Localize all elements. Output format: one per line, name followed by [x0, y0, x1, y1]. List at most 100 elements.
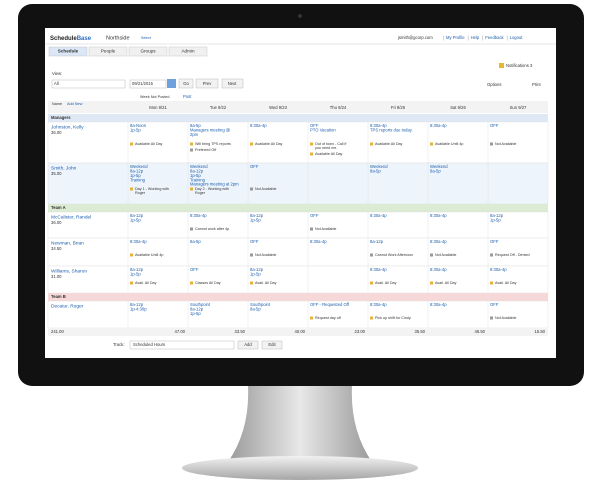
shift[interactable]: 8a-5p [190, 123, 201, 128]
shift[interactable]: TPS reports due today. [370, 128, 413, 133]
availability-note: Day 1 - Working with Roger [135, 187, 169, 195]
shift[interactable]: 8:30a-4p [430, 123, 447, 128]
shift[interactable]: 8:30a-4p [430, 267, 447, 272]
shift[interactable]: 8:30a-4p [370, 123, 387, 128]
shift[interactable]: 2pm [190, 132, 199, 137]
shift[interactable]: 8a-12p [250, 213, 264, 218]
availability-note: Available All Day [135, 142, 163, 146]
prev-button[interactable] [195, 78, 219, 89]
shift[interactable]: 8a-5p [190, 239, 201, 244]
shift[interactable]: 8a-5p [370, 169, 381, 174]
shift[interactable]: 8a-12p [250, 267, 264, 272]
tab[interactable] [168, 46, 208, 57]
track-select[interactable] [129, 340, 235, 350]
shift[interactable]: 8:30a-4p [430, 213, 447, 218]
tab[interactable] [88, 46, 128, 57]
shift[interactable]: Southpoint [190, 302, 211, 307]
shift[interactable]: 1p-5p [130, 272, 141, 277]
shift[interactable]: Weekend [370, 164, 388, 169]
shift[interactable]: 8:30a-4p [310, 239, 327, 244]
shift[interactable]: Weekend [190, 164, 208, 169]
shift[interactable]: 8:30a-4p [430, 302, 447, 307]
employee-name[interactable]: McCalister, Randel [51, 214, 91, 220]
shift[interactable]: 8:30a-4p [370, 267, 387, 272]
header-link[interactable]: Help [471, 35, 480, 40]
print[interactable]: Print [532, 82, 541, 87]
shift[interactable]: Managers meeting at 2pm [190, 182, 239, 187]
tab[interactable] [128, 46, 168, 57]
date-input[interactable] [129, 79, 167, 89]
shift[interactable]: 1p-4:30p [130, 307, 147, 312]
shift[interactable]: 1p-5p [190, 173, 201, 178]
shift[interactable]: 1p-5p [490, 218, 501, 223]
availability-note: Avail. All Day [435, 281, 457, 285]
shift[interactable]: 8a-12p [130, 169, 144, 174]
header-link[interactable]: Logout [510, 35, 524, 40]
post-link[interactable]: Post [183, 94, 192, 99]
shift[interactable]: Managers meeting @ [190, 128, 230, 133]
shift[interactable]: OFF [490, 302, 499, 307]
shift[interactable]: 8:30a-4p [490, 267, 507, 272]
employee-name[interactable]: Newman, Brian [51, 240, 84, 246]
availability-note: Not Available [255, 187, 276, 191]
shift[interactable]: 8a-5p [250, 307, 261, 312]
shift[interactable]: 1p-5p [190, 311, 201, 316]
select-link[interactable]: Select [141, 36, 151, 40]
shift[interactable]: 8:30a-4p [370, 213, 387, 218]
header-link[interactable]: Feedback [485, 35, 504, 40]
availability-note: Avail. All Day [255, 281, 277, 285]
shift[interactable]: 1p-5p [130, 128, 141, 133]
shift[interactable]: 8a-12p [370, 239, 384, 244]
shift[interactable]: 1p-5p [250, 218, 261, 223]
employee-name[interactable]: Johnston, Kelly [51, 124, 84, 130]
shift[interactable]: 1p-5p [130, 173, 141, 178]
shift[interactable]: 1p-5p [130, 218, 141, 223]
employee-hours: 36.00 [51, 220, 62, 225]
next-button[interactable] [221, 78, 244, 89]
shift[interactable]: Training [190, 177, 206, 182]
shift[interactable]: 8a-12p [130, 213, 144, 218]
shift[interactable]: 8a-12p [130, 267, 144, 272]
shift[interactable]: Weekend [430, 164, 448, 169]
shift[interactable]: 8a-Noon [130, 123, 147, 128]
stand-neck [228, 386, 372, 462]
shift[interactable]: 8a-12p [130, 302, 144, 307]
shift[interactable]: OFF [250, 239, 259, 244]
shift[interactable]: OFF [250, 164, 259, 169]
add-new[interactable]: Add New [67, 102, 83, 106]
shift[interactable]: OFF [310, 213, 319, 218]
edit-button[interactable] [261, 340, 283, 350]
header-link[interactable]: My Profile [446, 35, 465, 40]
shift[interactable]: OFF [490, 239, 499, 244]
availability-note: Not Available [255, 253, 276, 257]
shift[interactable]: 8:30a-4p [130, 239, 147, 244]
employee-name[interactable]: Smith, John [51, 165, 77, 171]
shift[interactable]: OFF [310, 123, 319, 128]
shift[interactable]: OFF - Requested Off [310, 302, 350, 307]
shift[interactable]: Southpoint [250, 302, 271, 307]
add-button[interactable] [237, 340, 259, 350]
shift[interactable]: 8:30a-4p [250, 123, 267, 128]
go-button[interactable] [178, 78, 194, 89]
options[interactable]: Options [487, 82, 501, 87]
shift[interactable]: PTO Vacation [310, 128, 336, 133]
shift[interactable]: 8a-5p [430, 169, 441, 174]
shift[interactable]: 8a-12p [190, 169, 204, 174]
shift[interactable]: 8a-12p [490, 213, 504, 218]
shift[interactable]: Training [130, 177, 146, 182]
employee-name[interactable]: Decatur, Roger [51, 303, 84, 309]
shift[interactable]: 8:30a-4p [370, 302, 387, 307]
notifications[interactable]: Notifications 3 [506, 63, 533, 68]
employee-name[interactable]: Williams, Sharon [51, 268, 87, 274]
tab[interactable] [48, 46, 88, 57]
notification-icon [499, 63, 504, 68]
view-select[interactable] [51, 79, 126, 89]
shift[interactable]: 8a-12p [190, 307, 204, 312]
shift[interactable]: OFF [490, 123, 499, 128]
shift[interactable]: Weekend [130, 164, 148, 169]
shift[interactable]: 8:30a-4p [430, 239, 447, 244]
shift[interactable]: 1p-5p [250, 272, 261, 277]
calendar-icon[interactable] [167, 79, 176, 88]
shift[interactable]: OFF [190, 267, 199, 272]
shift[interactable]: 8:30a-4p [190, 213, 207, 218]
